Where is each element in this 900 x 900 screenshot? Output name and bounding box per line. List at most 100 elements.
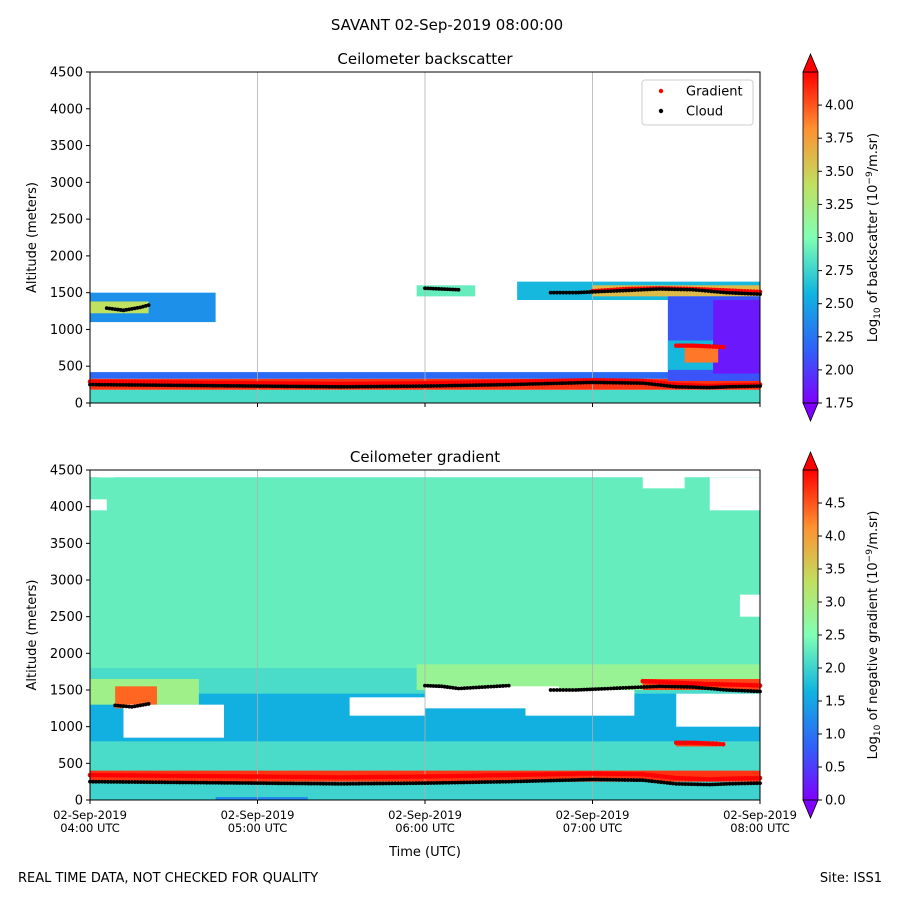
cloud-point: [736, 688, 741, 693]
cloud-point: [566, 778, 571, 782]
cloud-point: [453, 686, 458, 691]
cloud-point: [399, 781, 403, 786]
cloud-point: [438, 780, 442, 785]
cloud-point: [730, 781, 735, 786]
cloud-point: [752, 781, 756, 786]
y-tick-label: 4500: [50, 66, 83, 81]
cloud-point: [210, 383, 215, 388]
cloud-point: [156, 383, 161, 388]
cloud-point: [297, 384, 302, 389]
cloud-point: [689, 385, 694, 390]
cloud-point: [378, 384, 383, 389]
cloud-point: [109, 382, 113, 387]
cloud-point: [321, 781, 326, 786]
cloud-point: [730, 384, 735, 389]
cloud-point: [674, 781, 679, 786]
cloud-point: [506, 382, 511, 387]
cloud-point: [669, 287, 674, 292]
cloud-point: [312, 384, 317, 389]
cloud-point: [605, 777, 610, 782]
cloud-point: [663, 684, 668, 689]
cloud-point: [569, 381, 574, 385]
cloud-point: [261, 781, 266, 786]
cloud-point: [709, 289, 714, 294]
x-tick-label: 02-Sep-2019: [723, 808, 797, 822]
cloud-point: [733, 384, 738, 389]
cloud-point: [695, 385, 700, 390]
cloud-point: [327, 384, 332, 389]
y-tick-label: 1500: [50, 684, 83, 699]
cloud-point: [712, 687, 717, 691]
cloud-point: [704, 385, 709, 390]
cloud-point: [721, 290, 726, 295]
x-tick-label: 02-Sep-2019: [556, 808, 630, 822]
cloud-point: [602, 777, 607, 782]
colorbar-tick-label: 1.5: [825, 695, 846, 710]
cloud-point: [333, 781, 338, 786]
cloud-point: [228, 383, 233, 388]
cloud-point: [548, 688, 553, 692]
cloud-point: [132, 780, 137, 784]
cloud-point: [479, 383, 484, 387]
cloud-point: [189, 780, 194, 785]
cloud-point: [634, 381, 639, 385]
cloud-point: [733, 781, 738, 786]
cloud-point: [680, 385, 685, 389]
cloud-point: [701, 782, 706, 787]
cloud-point: [587, 777, 592, 782]
cloud-point: [578, 777, 583, 782]
cloud-point: [579, 290, 584, 295]
cloud-point: [234, 383, 239, 388]
cloud-point: [707, 385, 712, 390]
missing-data-region: [709, 477, 760, 511]
cloud-point: [399, 384, 403, 389]
cloud-point: [703, 288, 708, 293]
cloud-point: [576, 687, 581, 692]
cloud-point: [686, 782, 691, 787]
cloud-point: [474, 685, 479, 690]
cloud-point: [643, 381, 648, 386]
x-tick-label: 05:00 UTC: [228, 821, 288, 835]
cloud-point: [372, 384, 377, 389]
cloud-point: [739, 688, 744, 693]
cloud-point: [500, 684, 505, 688]
cloud-point: [467, 780, 472, 785]
cloud-point: [570, 290, 575, 295]
cloud-point: [348, 781, 353, 786]
cloud-point: [201, 383, 206, 388]
cloud-point: [471, 685, 476, 690]
cloud-point: [369, 384, 374, 389]
colorbar-tick-label: 0.0: [825, 794, 846, 809]
cloud-point: [216, 383, 221, 388]
cloud-point: [567, 688, 572, 692]
cloud-point: [264, 384, 269, 389]
cloud-point: [618, 686, 622, 690]
cloud-point: [491, 780, 496, 784]
cloud-point: [730, 688, 735, 693]
cloud-point: [159, 780, 164, 785]
cloud-point: [285, 781, 290, 786]
cloud-point: [300, 781, 305, 786]
cloud-point: [309, 781, 314, 786]
y-tick-label: 3000: [50, 176, 83, 191]
cloud-point: [649, 779, 654, 784]
cloud-point: [146, 303, 151, 308]
cloud-point: [141, 780, 146, 785]
cloud-point: [662, 780, 666, 785]
cloud-point: [630, 685, 634, 690]
cloud-point: [482, 383, 487, 387]
cloud-point: [752, 384, 756, 389]
cloud-point: [339, 384, 344, 389]
cloud-point: [674, 384, 679, 389]
cloud-point: [646, 778, 651, 783]
cloud-point: [692, 782, 697, 787]
cloud-point: [384, 384, 389, 389]
cloud-point: [345, 384, 350, 389]
cloud-point: [536, 778, 541, 783]
cloud-point: [683, 782, 688, 786]
gradient-point: [714, 344, 719, 350]
cloud-point: [366, 384, 371, 389]
x-tick-label: 02-Sep-2019: [388, 808, 462, 822]
cloud-point: [551, 778, 556, 783]
cloud-point: [611, 777, 616, 782]
